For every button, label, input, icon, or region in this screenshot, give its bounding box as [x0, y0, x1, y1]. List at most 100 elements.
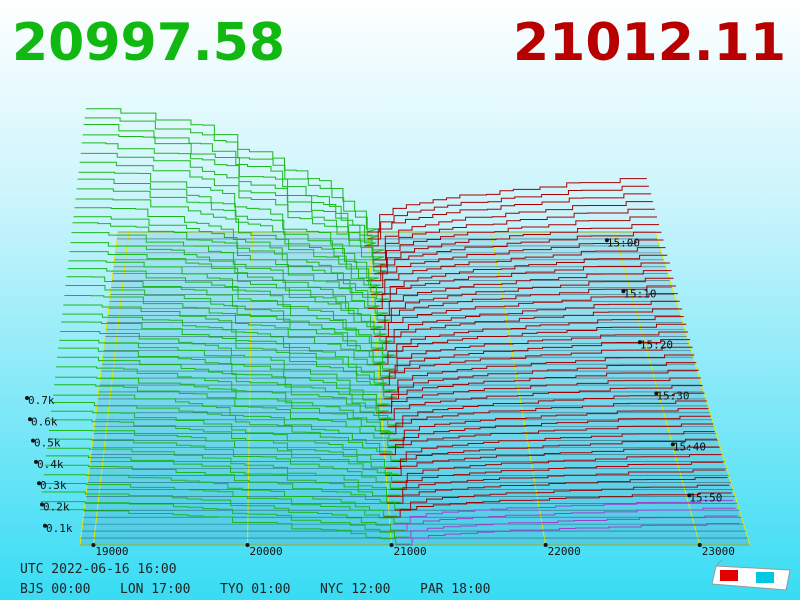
bid-depth-line [50, 419, 400, 476]
ask-depth-line [370, 247, 666, 296]
price-tick-label: 21000 [394, 545, 427, 558]
depth-tick-label: 0.5k [34, 437, 61, 450]
ask-depth-line [389, 408, 709, 442]
ask-depth-line [374, 346, 693, 386]
ask-depth-line [390, 507, 736, 532]
ask-depth-line [366, 178, 647, 233]
depth-lines [39, 108, 750, 546]
price-tick-label: 23000 [702, 545, 735, 558]
price-tick-label: 22000 [548, 545, 581, 558]
ask-depth-line [390, 461, 724, 490]
tick-dot [637, 340, 642, 345]
ask-depth-line [384, 438, 718, 469]
zone-time: PAR 18:00 [420, 582, 490, 597]
ask-depth-line [394, 515, 738, 539]
ask-depth-line [373, 224, 660, 275]
bid-depth-line [85, 108, 379, 233]
bid-depth-line [67, 268, 396, 358]
bid-depth-line [53, 394, 394, 456]
ask-depth-line [371, 308, 683, 351]
bid-depth-line [45, 455, 401, 504]
bid-depth-line [41, 491, 406, 532]
bid-depth-line [62, 313, 397, 393]
bid-depth-line [75, 198, 390, 303]
ask-depth-line [372, 208, 655, 261]
ask-depth-line [391, 454, 721, 483]
bid-depth-line [79, 161, 387, 275]
bid-depth-line [58, 347, 393, 421]
tick-dot [37, 481, 41, 486]
bid-depth-line [71, 232, 383, 330]
bid-depth-line [78, 171, 379, 282]
bid-depth-line [59, 339, 390, 414]
bid-price: 20997.58 [12, 13, 285, 73]
ask-depth-line [375, 270, 672, 316]
glasses-icon [711, 559, 791, 591]
zone-time: TYO 01:00 [220, 582, 290, 597]
zone-time: LON 17:00 [120, 582, 190, 597]
ask-depth-line [379, 423, 714, 456]
tick-dot [34, 459, 38, 464]
tick-dot [28, 417, 32, 422]
bid-depth-line [42, 482, 409, 525]
bid-depth-line [82, 134, 385, 254]
ask-depth-line [387, 392, 705, 428]
tick-dot [621, 289, 626, 294]
utc-time: UTC 2022-06-16 16:00 [20, 562, 177, 577]
bid-depth-line [54, 384, 402, 449]
bid-depth-line [51, 410, 399, 469]
bid-depth-line [61, 321, 398, 400]
bid-depth-line [72, 222, 390, 323]
ask-depth-line [383, 354, 695, 393]
ask-depth-line [367, 185, 649, 240]
bid-depth-line [84, 117, 380, 240]
tick-dot [40, 502, 44, 507]
bid-depth-line [55, 376, 404, 442]
ask-depth-line [383, 492, 732, 518]
ask-depth-line [373, 323, 687, 365]
time-tick-label: 15:10 [623, 287, 656, 300]
ask-depth-line [370, 285, 676, 330]
ask-depth-line [376, 369, 699, 407]
ask-depth-line [368, 239, 664, 289]
grid-line [92, 231, 130, 546]
bid-depth-line [83, 123, 377, 247]
bid-depth-line [39, 509, 411, 546]
time-tick-label: 15:00 [607, 236, 640, 249]
bid-depth-line [70, 242, 387, 337]
depth-tick-label: 0.1k [46, 522, 73, 535]
ask-depth-line [376, 377, 701, 414]
ask-depth-line [376, 254, 668, 303]
ask-depth-line [390, 431, 715, 463]
depth-tick-label: 0.7k [28, 394, 55, 407]
ask-depth-line [393, 500, 734, 525]
tick-dot [670, 442, 675, 447]
bid-depth-line [46, 447, 401, 497]
ask-depth-line [364, 193, 652, 247]
bid-depth-line [80, 152, 386, 268]
time-tick-label: 15:40 [673, 440, 706, 453]
tick-dot [687, 493, 692, 498]
ask-depth-line [366, 231, 662, 282]
bid-depth-line [48, 430, 406, 483]
bid-depth-line [74, 207, 381, 310]
floor [80, 232, 750, 545]
bid-depth-line [65, 285, 396, 372]
grid-line [367, 231, 393, 546]
tick-dot [654, 391, 659, 396]
depth-tick-label: 0.4k [37, 458, 64, 471]
ask-depth-line [386, 469, 726, 497]
depth-tick-label: 0.2k [43, 501, 70, 514]
ask-depth-line [394, 484, 730, 511]
zone-time: BJS 00:00 [20, 582, 90, 597]
tick-dot [604, 238, 609, 243]
time-tick-label: 15:20 [640, 338, 673, 351]
ask-depth-line [385, 446, 720, 476]
bid-depth-line [40, 501, 410, 539]
ask-depth-line [367, 262, 670, 310]
tick-dot [31, 438, 35, 443]
bid-depth-line [64, 295, 394, 379]
ask-depth-line [377, 277, 674, 323]
labels: 19000 20000 21000 22000 23000 0.7k 0.6k 0.5k 0.4… [20, 236, 735, 597]
